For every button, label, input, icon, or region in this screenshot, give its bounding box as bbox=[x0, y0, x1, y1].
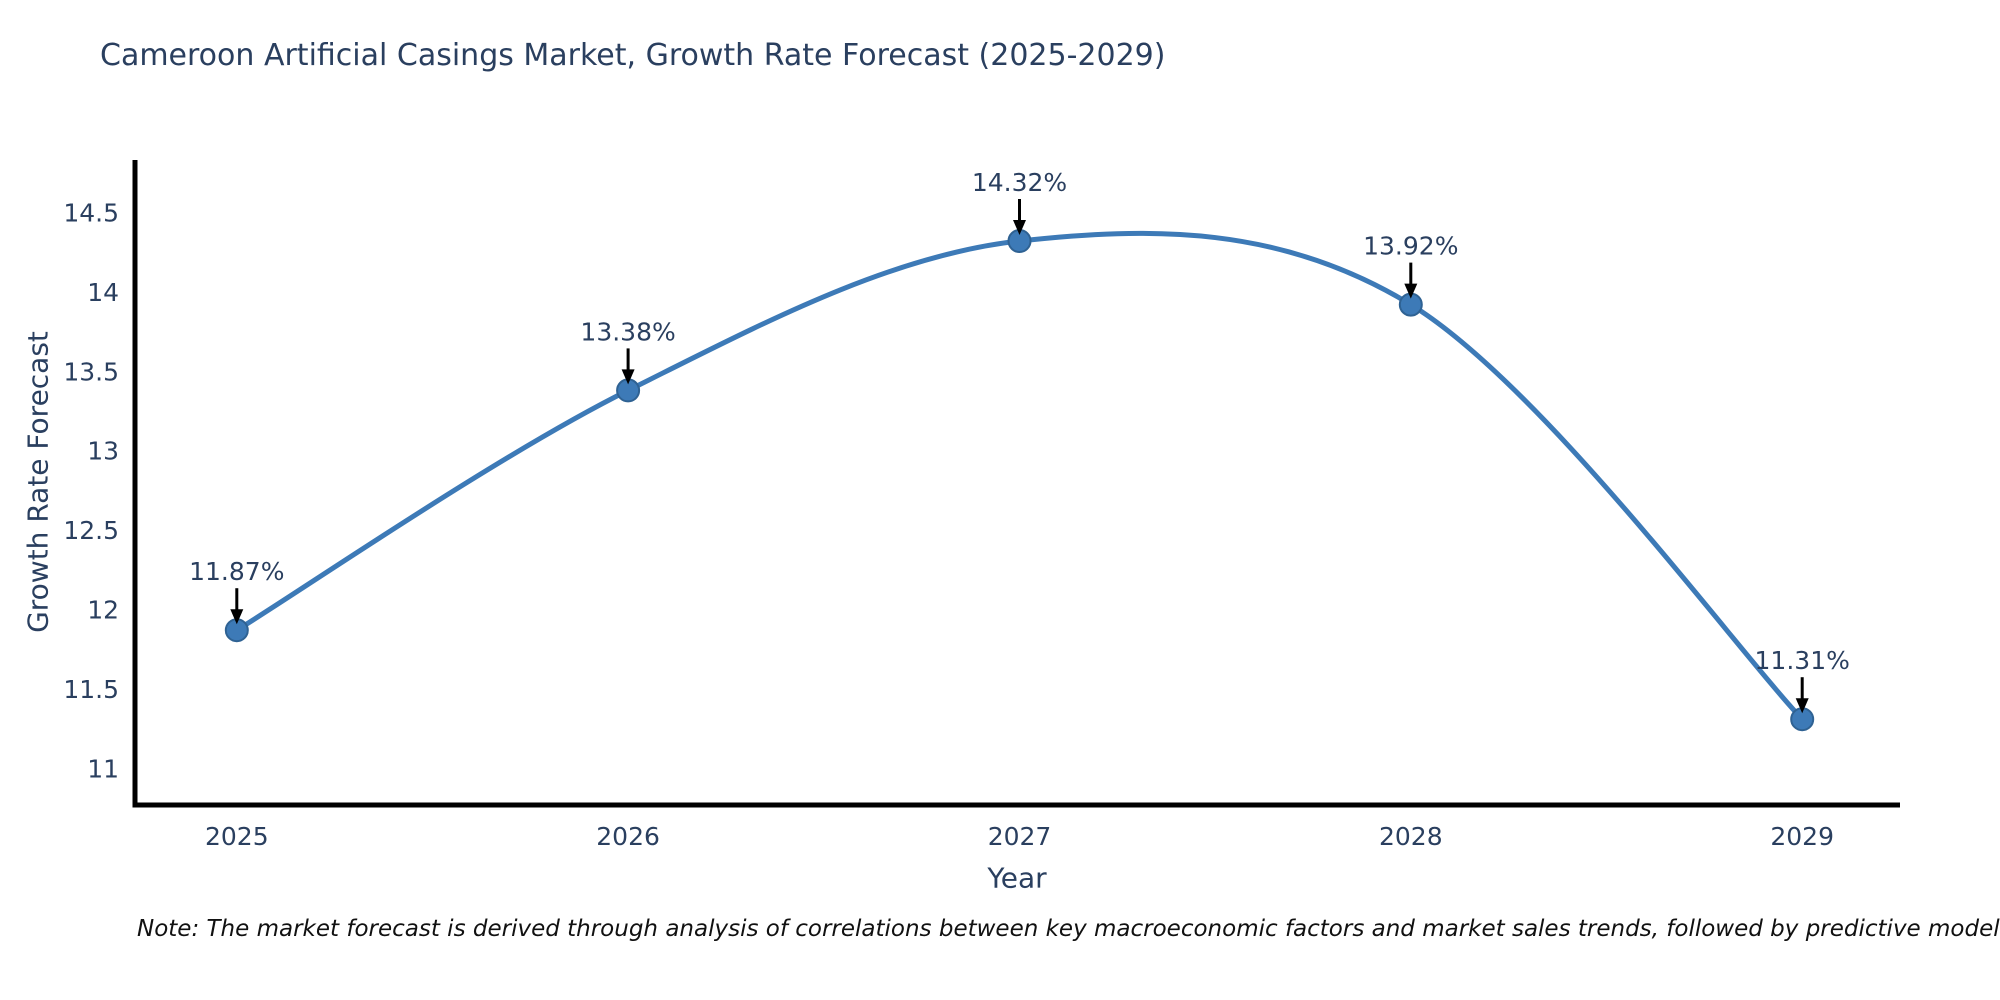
footnote: Note: The market forecast is derived thr… bbox=[137, 916, 2000, 942]
x-axis-title: Year bbox=[987, 861, 1047, 895]
point-value-label: 14.32% bbox=[972, 168, 1067, 197]
axis-lines bbox=[132, 160, 1900, 808]
annotation-arrowhead-icon bbox=[1404, 283, 1418, 299]
x-tick-label: 2027 bbox=[988, 822, 1052, 851]
y-tick-label: 12 bbox=[87, 596, 119, 625]
y-tick-label: 13 bbox=[87, 437, 119, 466]
annotation-arrowhead-icon bbox=[1013, 220, 1026, 235]
point-value-label: 11.87% bbox=[189, 557, 284, 586]
x-tick-label: 2028 bbox=[1379, 822, 1443, 851]
forecast-line bbox=[234, 230, 1805, 722]
chart-title: Cameroon Artificial Casings Market, Grow… bbox=[100, 38, 1166, 73]
annotation-arrowhead-icon bbox=[230, 609, 244, 625]
y-tick-label: 11 bbox=[87, 755, 119, 784]
y-tick-label: 13.5 bbox=[63, 357, 119, 386]
point-value-label: 13.92% bbox=[1363, 232, 1458, 261]
y-tick-label: 14 bbox=[87, 278, 119, 307]
annotation-arrowhead-icon bbox=[621, 369, 635, 385]
point-value-label: 13.38% bbox=[580, 317, 675, 346]
x-tick-label: 2025 bbox=[205, 822, 269, 851]
x-tick-label: 2029 bbox=[1770, 822, 1834, 851]
x-tick-label: 2026 bbox=[596, 822, 660, 851]
y-tick-label: 11.5 bbox=[63, 675, 119, 704]
point-value-label: 11.31% bbox=[1755, 646, 1850, 675]
y-tick-label: 12.5 bbox=[63, 516, 119, 545]
y-tick-label: 14.5 bbox=[63, 198, 119, 227]
annotation-arrowhead-icon bbox=[1795, 698, 1809, 714]
